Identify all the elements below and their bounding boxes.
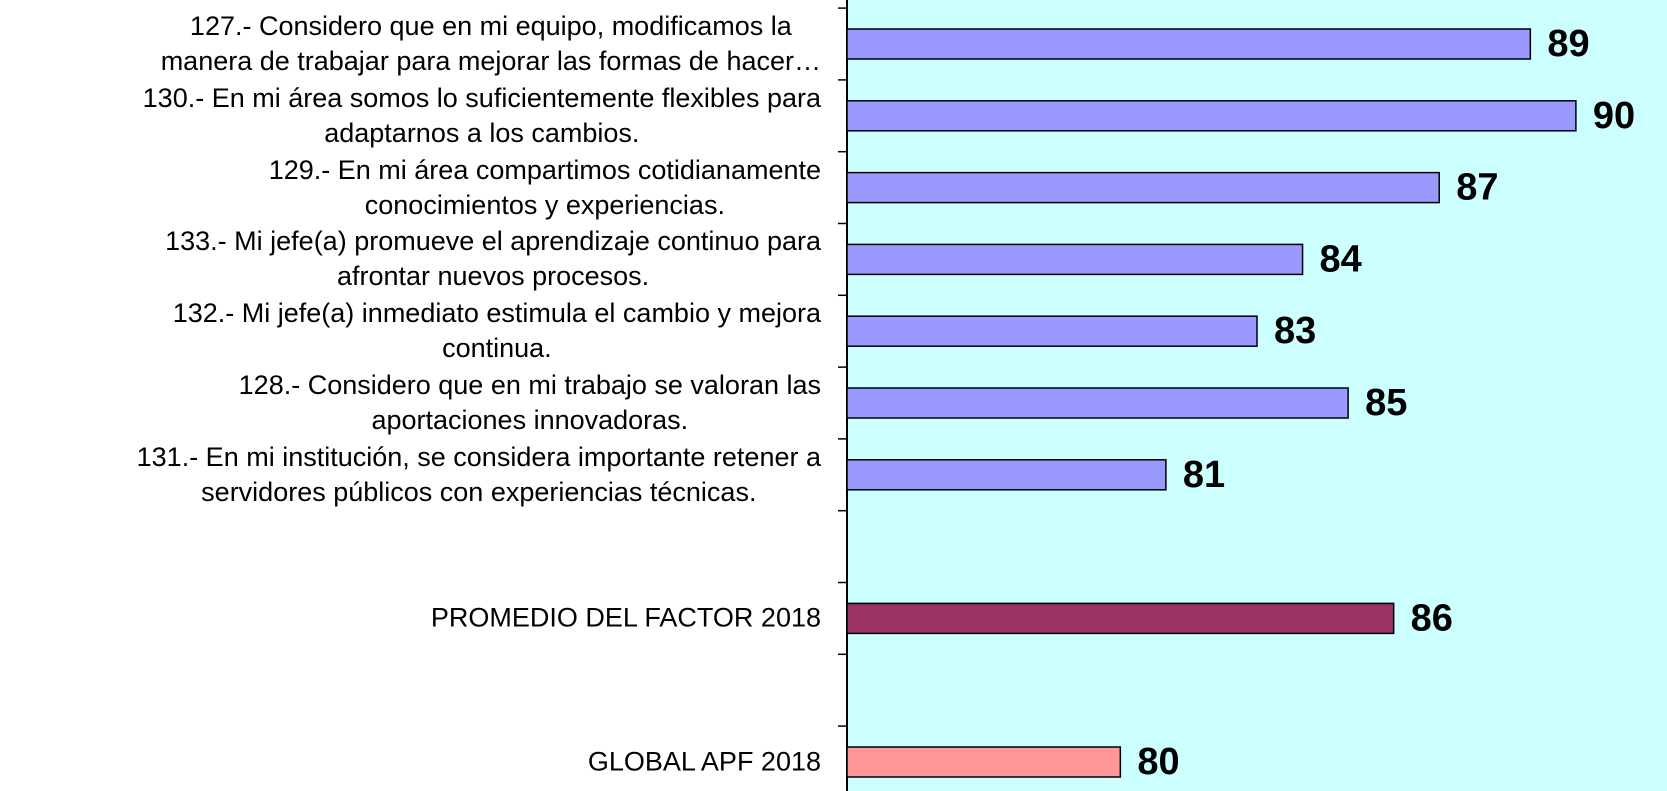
category-label: 133.- Mi jefe(a) promueve el aprendizaje… (165, 226, 821, 292)
category-label-box: GLOBAL APF 2018 (0, 745, 821, 780)
category-label: GLOBAL APF 2018 (587, 746, 821, 777)
category-label: 131.- En mi institución, se considera im… (136, 441, 821, 507)
category-label-box: 132.- Mi jefe(a) inmediato estimula el c… (0, 296, 821, 366)
value-label: 80 (1137, 741, 1179, 783)
category-label: 132.- Mi jefe(a) inmediato estimula el c… (172, 298, 821, 364)
category-label: 129.- En mi área compartimos cotidianame… (268, 154, 821, 220)
category-label: 128.- Considero que en mi trabajo se val… (238, 370, 821, 435)
category-label-box: 129.- En mi área compartimos cotidianame… (0, 153, 821, 223)
bar (846, 28, 1532, 60)
category-label-box: 133.- Mi jefe(a) promueve el aprendizaje… (0, 224, 821, 294)
value-label: 89 (1547, 23, 1589, 65)
category-label: 127.- Considero que en mi equipo, modifi… (160, 11, 821, 76)
value-label: 85 (1365, 382, 1407, 424)
value-label: 84 (1320, 238, 1362, 280)
value-label: 83 (1274, 310, 1316, 352)
bar (846, 171, 1440, 204)
bar (846, 746, 1122, 778)
category-label-box: 131.- En mi institución, se considera im… (0, 440, 821, 510)
category-label-box: 130.- En mi área somos lo suficientement… (0, 81, 821, 151)
value-label: 86 (1411, 597, 1453, 639)
category-label: PROMEDIO DEL FACTOR 2018 (430, 602, 821, 633)
value-label: 90 (1593, 95, 1635, 137)
category-label: 130.- En mi área somos lo suficientement… (142, 82, 821, 148)
category-label-box: 128.- Considero que en mi trabajo se val… (0, 368, 821, 438)
bar (846, 100, 1577, 132)
category-label-box: PROMEDIO DEL FACTOR 2018 (0, 601, 821, 636)
bar (846, 243, 1304, 276)
bar (846, 602, 1395, 635)
category-label-box: 127.- Considero que en mi equipo, modifi… (0, 9, 821, 79)
value-label: 87 (1456, 167, 1498, 209)
bar (846, 459, 1167, 491)
bar (846, 387, 1349, 419)
bar (846, 315, 1258, 347)
value-label: 81 (1183, 454, 1225, 496)
